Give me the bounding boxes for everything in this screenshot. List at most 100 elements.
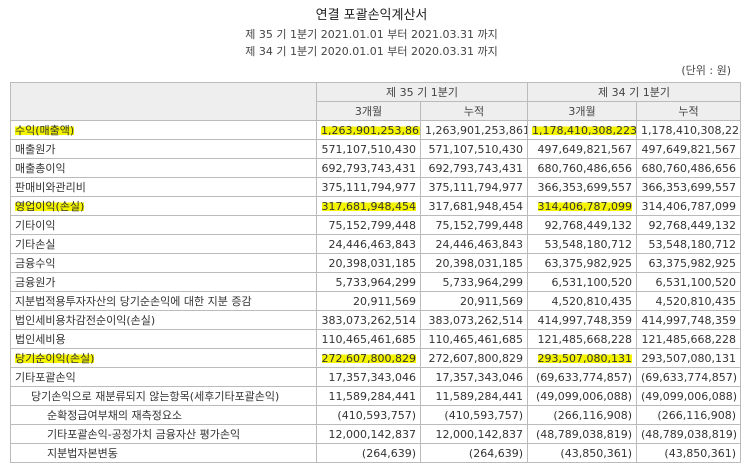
cell-value: 497,649,821,567 <box>527 139 637 159</box>
row-label: 매출원가 <box>10 139 317 159</box>
row-label: 지분법적용투자자산의 당기순손익에 대한 지분 증감 <box>10 291 317 311</box>
cell-text: 692,793,743,431 <box>428 161 523 175</box>
cell-text: 366,353,699,557 <box>641 180 736 194</box>
cell-value: 1,263,901,253,861 <box>420 120 528 140</box>
cell-value: (69,633,774,857) <box>636 367 741 387</box>
cell-text: (69,633,774,857) <box>535 370 632 384</box>
table-row: 금융원가 5,733,964,299 5,733,964,299 6,531,100,… <box>10 272 741 292</box>
row-label: 지분법자본변동 <box>10 443 317 463</box>
cell-value: 1,263,901,253,861 <box>316 120 421 140</box>
cell-value: 110,465,461,685 <box>316 329 421 349</box>
cell-value: 11,589,284,441 <box>420 386 528 406</box>
table-row: 기타이익 75,152,799,448 75,152,799,448 92,768,4… <box>10 215 741 235</box>
table-row: 기타손실 24,446,463,843 24,446,463,843 53,548,1… <box>10 234 741 254</box>
cell-value: 293,507,080,131 <box>527 348 637 368</box>
cell-text: 375,111,794,977 <box>321 180 416 194</box>
cell-value: (264,639) <box>316 443 421 463</box>
cell-text: 기타포괄손익-공정가치 금융자산 평가손익 <box>47 428 241 441</box>
table-row: 기타포괄손익-공정가치 금융자산 평가손익 12,000,142,837 12,00… <box>10 424 741 444</box>
cell-value: 692,793,743,431 <box>316 158 421 178</box>
cell-text: 수익(매출액) <box>15 124 75 137</box>
cell-value: (410,593,757) <box>420 405 528 425</box>
table-row: 당기순이익(손실) 272,607,800,829 272,607,800,829 2… <box>10 348 741 368</box>
cell-text: 금융원가 <box>15 276 56 289</box>
cell-value: 366,353,699,557 <box>636 177 741 197</box>
statement-table: 제 35 기 1분기 제 34 기 1분기 3개월 누적 3개월 누적 수익(매출액)… <box>10 82 741 463</box>
cell-text: 272,607,800,829 <box>428 351 523 365</box>
cell-text: 17,357,343,046 <box>328 370 416 384</box>
cell-value: 11,589,284,441 <box>316 386 421 406</box>
cell-text: 1,178,410,308,223 <box>532 123 637 137</box>
cell-text: 75,152,799,448 <box>328 218 416 232</box>
cell-value: 293,507,080,131 <box>636 348 741 368</box>
cell-value: (266,116,908) <box>636 405 741 425</box>
cell-text: 680,760,486,656 <box>537 161 632 175</box>
cell-text: 기타손실 <box>15 238 56 251</box>
cell-text: (48,789,038,819) <box>641 427 738 441</box>
cell-value: (49,099,006,088) <box>527 386 637 406</box>
table-row: 법인세비용차감전순이익(손실) 383,073,262,514 383,073,26… <box>10 310 741 330</box>
cell-value: (69,633,774,857) <box>527 367 637 387</box>
cell-text: 92,768,449,132 <box>648 218 736 232</box>
cell-text: 1,263,901,253,861 <box>425 123 528 137</box>
cell-text: 24,446,463,843 <box>328 237 416 251</box>
table-row: 기타포괄손익 17,357,343,046 17,357,343,046 (69,63… <box>10 367 741 387</box>
cell-value: 4,520,810,435 <box>636 291 741 311</box>
cell-text: 317,681,948,454 <box>428 199 523 213</box>
cell-text: (264,639) <box>468 446 523 460</box>
row-label: 법인세비용 <box>10 329 317 349</box>
row-label: 당기손익으로 재분류되지 않는항목(세후기타포괄손익) <box>10 386 317 406</box>
cell-text: 366,353,699,557 <box>537 180 632 194</box>
table-row: 법인세비용 110,465,461,685 110,465,461,685 121,4… <box>10 329 741 349</box>
cell-text: 314,406,787,099 <box>537 199 632 213</box>
row-label: 순확정급여부채의 재측정요소 <box>10 405 317 425</box>
cell-text: 매출총이익 <box>15 162 66 175</box>
cell-text: 20,398,031,185 <box>435 256 523 270</box>
row-label: 매출총이익 <box>10 158 317 178</box>
cell-text: (69,633,774,857) <box>641 370 738 384</box>
cell-value: (43,850,361) <box>636 443 741 463</box>
cell-value: 692,793,743,431 <box>420 158 528 178</box>
cell-value: (410,593,757) <box>316 405 421 425</box>
table-row: 지분법적용투자자산의 당기순손익에 대한 지분 증감 20,911,569 20,9… <box>10 291 741 311</box>
cell-value: 1,178,410,308,223 <box>636 120 741 140</box>
cell-text: 지분법적용투자자산의 당기순손익에 대한 지분 증감 <box>15 295 252 308</box>
cell-text: 24,446,463,843 <box>435 237 523 251</box>
table-row: 지분법자본변동 (264,639) (264,639) (43,850,361) (43… <box>10 443 741 463</box>
cell-text: 당기순이익(손실) <box>15 352 95 365</box>
cell-value: (48,789,038,819) <box>527 424 637 444</box>
subcolumn-header: 3개월 <box>316 101 421 121</box>
row-label: 금융원가 <box>10 272 317 292</box>
cell-text: (43,850,361) <box>664 446 736 460</box>
cell-value: 12,000,142,837 <box>420 424 528 444</box>
cell-value: 6,531,100,520 <box>636 272 741 292</box>
cell-text: 1,178,410,308,223 <box>641 123 741 137</box>
cell-value: 20,398,031,185 <box>420 253 528 273</box>
cell-text: 12,000,142,837 <box>435 427 523 441</box>
cell-text: (49,099,006,088) <box>641 389 738 403</box>
cell-value: 6,531,100,520 <box>527 272 637 292</box>
cell-value: 17,357,343,046 <box>316 367 421 387</box>
row-label: 기타손실 <box>10 234 317 254</box>
cell-value: (266,116,908) <box>527 405 637 425</box>
cell-value: 121,485,668,228 <box>636 329 741 349</box>
cell-value: 383,073,262,514 <box>316 310 421 330</box>
cell-text: 11,589,284,441 <box>328 389 416 403</box>
cell-value: 63,375,982,925 <box>527 253 637 273</box>
cell-value: 571,107,510,430 <box>316 139 421 159</box>
cell-value: 317,681,948,454 <box>316 196 421 216</box>
cell-value: 571,107,510,430 <box>420 139 528 159</box>
cell-text: 293,507,080,131 <box>641 351 736 365</box>
cell-text: 20,911,569 <box>353 294 416 308</box>
table-row: 수익(매출액) 1,263,901,253,861 1,263,901,253,86… <box>10 120 741 140</box>
cell-text: 53,548,180,712 <box>648 237 736 251</box>
cell-text: 지분법자본변동 <box>47 447 118 460</box>
cell-text: (410,593,757) <box>444 408 523 422</box>
cell-text: 375,111,794,977 <box>428 180 523 194</box>
cell-value: 92,768,449,132 <box>527 215 637 235</box>
row-label: 수익(매출액) <box>10 120 317 140</box>
cell-text: 20,398,031,185 <box>328 256 416 270</box>
cell-value: (43,850,361) <box>527 443 637 463</box>
cell-text: 20,911,569 <box>460 294 523 308</box>
